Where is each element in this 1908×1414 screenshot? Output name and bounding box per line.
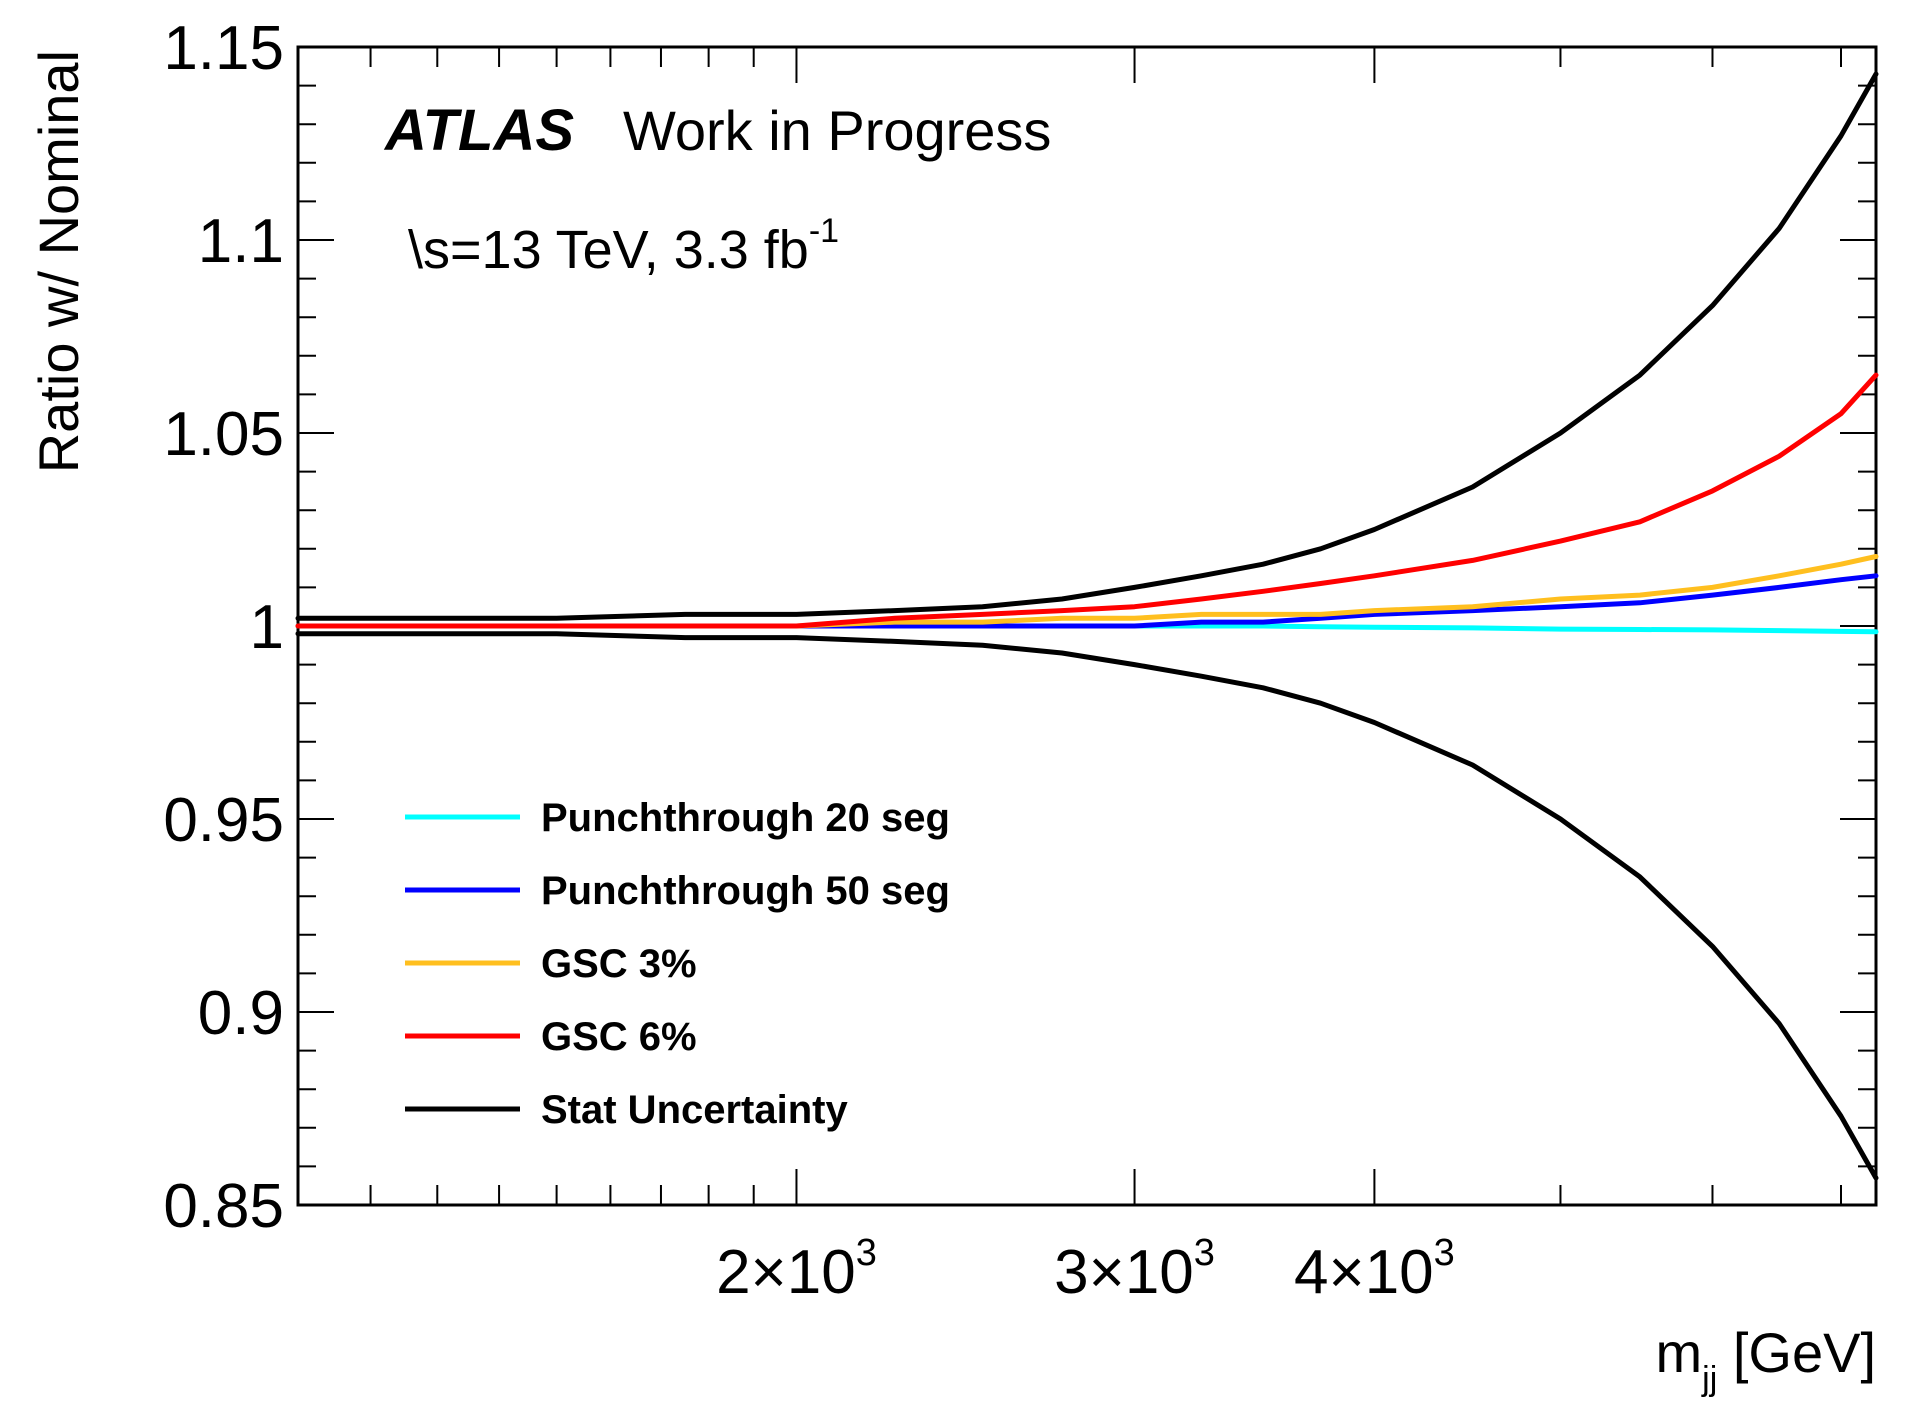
energy-label: \s=13 TeV, 3.3 fb-1 <box>408 212 839 280</box>
x-tick-labels: 2×103 3×103 4×103 <box>716 1232 1455 1307</box>
series-curves <box>295 71 1879 1181</box>
x-tick-label: 2×103 <box>716 1232 877 1307</box>
axis-ticks <box>298 46 1876 1206</box>
series-line <box>295 372 1879 629</box>
legend-label: Punchthrough 20 seg <box>541 796 950 840</box>
energy-label-exponent: -1 <box>809 212 839 250</box>
x-axis-title-main: m <box>1656 1321 1703 1384</box>
series-line <box>295 71 1879 621</box>
y-tick-label: 0.85 <box>163 1172 284 1241</box>
y-tick-labels: 0.85 0.9 0.95 1 1.05 1.1 1.15 <box>163 14 284 1241</box>
x-tick-label-mantissa: 2×10 <box>716 1238 856 1307</box>
legend-label: Stat Uncertainty <box>541 1088 848 1132</box>
x-axis-title-subscript: jj <box>1701 1360 1717 1398</box>
energy-label-main: \s=13 TeV, 3.3 fb <box>408 220 809 280</box>
series-line <box>295 631 1879 1181</box>
y-tick-label: 1.15 <box>163 14 284 83</box>
y-tick-label: 1.1 <box>198 207 284 276</box>
x-axis-title-unit: [GeV] <box>1733 1321 1876 1384</box>
x-tick-label-exponent: 3 <box>1194 1232 1215 1274</box>
x-tick-label-mantissa: 4×10 <box>1294 1238 1434 1307</box>
y-tick-label: 1.05 <box>163 400 284 469</box>
legend-label: Punchthrough 50 seg <box>541 869 950 913</box>
x-tick-label-mantissa: 3×10 <box>1054 1238 1194 1307</box>
legend-label: GSC 3% <box>541 942 697 986</box>
legend: Punchthrough 20 seg Punchthrough 50 seg GS… <box>405 796 950 1132</box>
y-axis-title: Ratio w/ Nominal <box>27 50 90 473</box>
atlas-label: ATLAS <box>383 98 574 163</box>
legend-label: GSC 6% <box>541 1015 697 1059</box>
status-label: Work in Progress <box>623 99 1051 162</box>
x-tick-label-exponent: 3 <box>1434 1232 1455 1274</box>
x-tick-label: 3×103 <box>1054 1232 1215 1307</box>
y-tick-label: 0.9 <box>198 979 284 1048</box>
y-tick-label: 0.95 <box>163 786 284 855</box>
x-tick-label: 4×103 <box>1294 1232 1455 1307</box>
series-line <box>295 554 1879 629</box>
x-axis-title: mjj [GeV] <box>1656 1321 1877 1398</box>
y-tick-label: 1 <box>250 593 284 662</box>
x-tick-label-exponent: 3 <box>856 1232 877 1274</box>
